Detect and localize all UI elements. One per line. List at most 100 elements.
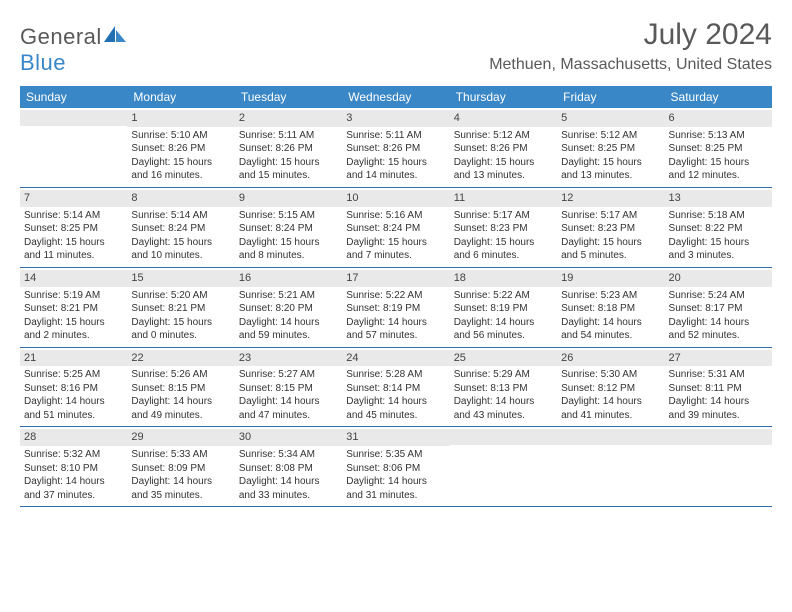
day-number: 8 (127, 190, 234, 207)
calendar-day-cell: 28Sunrise: 5:32 AMSunset: 8:10 PMDayligh… (20, 427, 127, 506)
calendar-day-cell: 6Sunrise: 5:13 AMSunset: 8:25 PMDaylight… (665, 108, 772, 187)
calendar-day-cell: 12Sunrise: 5:17 AMSunset: 8:23 PMDayligh… (557, 188, 664, 267)
calendar-day-cell: 1Sunrise: 5:10 AMSunset: 8:26 PMDaylight… (127, 108, 234, 187)
sunrise-text: Sunrise: 5:23 AM (561, 289, 660, 303)
sunrise-text: Sunrise: 5:15 AM (239, 209, 338, 223)
daylight-text: Daylight: 14 hours and 31 minutes. (346, 475, 445, 502)
calendar-day-cell: 4Sunrise: 5:12 AMSunset: 8:26 PMDaylight… (450, 108, 557, 187)
sunset-text: Sunset: 8:21 PM (24, 302, 123, 316)
day-number: 16 (235, 270, 342, 287)
sunrise-text: Sunrise: 5:22 AM (346, 289, 445, 303)
sunset-text: Sunset: 8:21 PM (131, 302, 230, 316)
day-number: 2 (235, 110, 342, 127)
calendar-day-cell: 29Sunrise: 5:33 AMSunset: 8:09 PMDayligh… (127, 427, 234, 506)
month-title: July 2024 (489, 18, 772, 52)
logo-text-blue: Blue (20, 50, 66, 75)
calendar-day-cell: 31Sunrise: 5:35 AMSunset: 8:06 PMDayligh… (342, 427, 449, 506)
daylight-text: Daylight: 14 hours and 41 minutes. (561, 395, 660, 422)
day-number (557, 429, 664, 445)
calendar-day-cell: 15Sunrise: 5:20 AMSunset: 8:21 PMDayligh… (127, 268, 234, 347)
daylight-text: Daylight: 14 hours and 35 minutes. (131, 475, 230, 502)
sunset-text: Sunset: 8:18 PM (561, 302, 660, 316)
sunrise-text: Sunrise: 5:34 AM (239, 448, 338, 462)
daylight-text: Daylight: 14 hours and 37 minutes. (24, 475, 123, 502)
sunset-text: Sunset: 8:24 PM (346, 222, 445, 236)
day-number: 20 (665, 270, 772, 287)
sunset-text: Sunset: 8:13 PM (454, 382, 553, 396)
daylight-text: Daylight: 15 hours and 2 minutes. (24, 316, 123, 343)
day-number: 9 (235, 190, 342, 207)
calendar-day-cell: 2Sunrise: 5:11 AMSunset: 8:26 PMDaylight… (235, 108, 342, 187)
calendar-day-cell: 20Sunrise: 5:24 AMSunset: 8:17 PMDayligh… (665, 268, 772, 347)
day-number (20, 110, 127, 126)
sunset-text: Sunset: 8:24 PM (239, 222, 338, 236)
calendar-week-row: 14Sunrise: 5:19 AMSunset: 8:21 PMDayligh… (20, 268, 772, 348)
daylight-text: Daylight: 14 hours and 57 minutes. (346, 316, 445, 343)
calendar-day-cell: 10Sunrise: 5:16 AMSunset: 8:24 PMDayligh… (342, 188, 449, 267)
sunset-text: Sunset: 8:26 PM (454, 142, 553, 156)
sunset-text: Sunset: 8:20 PM (239, 302, 338, 316)
daylight-text: Daylight: 15 hours and 16 minutes. (131, 156, 230, 183)
calendar-week-row: 28Sunrise: 5:32 AMSunset: 8:10 PMDayligh… (20, 427, 772, 507)
calendar-day-cell (557, 427, 664, 506)
day-number: 13 (665, 190, 772, 207)
logo: General Blue (20, 18, 126, 76)
calendar-header-row: SundayMondayTuesdayWednesdayThursdayFrid… (20, 86, 772, 108)
daylight-text: Daylight: 14 hours and 49 minutes. (131, 395, 230, 422)
calendar-day-cell: 3Sunrise: 5:11 AMSunset: 8:26 PMDaylight… (342, 108, 449, 187)
sunrise-text: Sunrise: 5:13 AM (669, 129, 768, 143)
logo-text-general: General (20, 24, 102, 49)
sunset-text: Sunset: 8:16 PM (24, 382, 123, 396)
calendar-day-cell: 7Sunrise: 5:14 AMSunset: 8:25 PMDaylight… (20, 188, 127, 267)
sunrise-text: Sunrise: 5:12 AM (561, 129, 660, 143)
title-block: July 2024 Methuen, Massachusetts, United… (489, 18, 772, 74)
calendar-day-cell (20, 108, 127, 187)
sunrise-text: Sunrise: 5:31 AM (669, 368, 768, 382)
daylight-text: Daylight: 14 hours and 59 minutes. (239, 316, 338, 343)
daylight-text: Daylight: 15 hours and 15 minutes. (239, 156, 338, 183)
calendar-day-cell: 30Sunrise: 5:34 AMSunset: 8:08 PMDayligh… (235, 427, 342, 506)
sunset-text: Sunset: 8:25 PM (561, 142, 660, 156)
sunset-text: Sunset: 8:26 PM (131, 142, 230, 156)
sunset-text: Sunset: 8:22 PM (669, 222, 768, 236)
day-number: 4 (450, 110, 557, 127)
daylight-text: Daylight: 15 hours and 13 minutes. (454, 156, 553, 183)
calendar-day-cell: 16Sunrise: 5:21 AMSunset: 8:20 PMDayligh… (235, 268, 342, 347)
calendar-day-cell: 27Sunrise: 5:31 AMSunset: 8:11 PMDayligh… (665, 348, 772, 427)
sunset-text: Sunset: 8:14 PM (346, 382, 445, 396)
sunset-text: Sunset: 8:26 PM (239, 142, 338, 156)
sunset-text: Sunset: 8:12 PM (561, 382, 660, 396)
day-number: 19 (557, 270, 664, 287)
day-number: 27 (665, 350, 772, 367)
day-number: 24 (342, 350, 449, 367)
daylight-text: Daylight: 14 hours and 51 minutes. (24, 395, 123, 422)
sunrise-text: Sunrise: 5:11 AM (346, 129, 445, 143)
daylight-text: Daylight: 14 hours and 52 minutes. (669, 316, 768, 343)
calendar-day-cell: 17Sunrise: 5:22 AMSunset: 8:19 PMDayligh… (342, 268, 449, 347)
sunrise-text: Sunrise: 5:26 AM (131, 368, 230, 382)
sunset-text: Sunset: 8:17 PM (669, 302, 768, 316)
day-number: 12 (557, 190, 664, 207)
logo-sail-icon (104, 31, 126, 48)
calendar-day-cell: 18Sunrise: 5:22 AMSunset: 8:19 PMDayligh… (450, 268, 557, 347)
calendar-day-cell: 24Sunrise: 5:28 AMSunset: 8:14 PMDayligh… (342, 348, 449, 427)
sunset-text: Sunset: 8:25 PM (24, 222, 123, 236)
day-number: 25 (450, 350, 557, 367)
calendar-week-row: 7Sunrise: 5:14 AMSunset: 8:25 PMDaylight… (20, 188, 772, 268)
sunset-text: Sunset: 8:19 PM (454, 302, 553, 316)
logo-text: General Blue (20, 24, 126, 76)
day-number: 28 (20, 429, 127, 446)
daylight-text: Daylight: 14 hours and 54 minutes. (561, 316, 660, 343)
sunset-text: Sunset: 8:24 PM (131, 222, 230, 236)
sunset-text: Sunset: 8:23 PM (561, 222, 660, 236)
day-number: 30 (235, 429, 342, 446)
day-number: 21 (20, 350, 127, 367)
calendar-header-cell: Monday (127, 86, 234, 108)
day-number: 31 (342, 429, 449, 446)
day-number: 18 (450, 270, 557, 287)
daylight-text: Daylight: 15 hours and 10 minutes. (131, 236, 230, 263)
calendar-body: 1Sunrise: 5:10 AMSunset: 8:26 PMDaylight… (20, 108, 772, 507)
calendar-header-cell: Wednesday (342, 86, 449, 108)
sunrise-text: Sunrise: 5:17 AM (561, 209, 660, 223)
calendar-day-cell: 11Sunrise: 5:17 AMSunset: 8:23 PMDayligh… (450, 188, 557, 267)
